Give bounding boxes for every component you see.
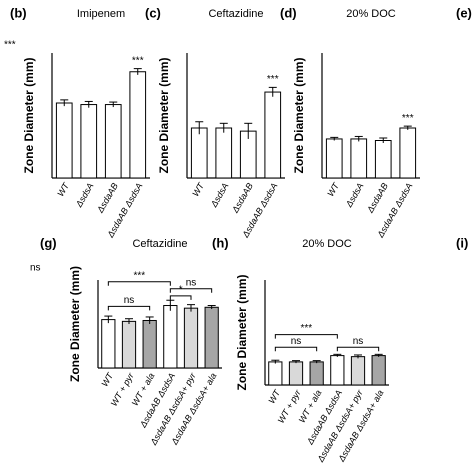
chart-title: 20% DOC: [302, 238, 352, 250]
x-tick-label: WT: [99, 370, 115, 388]
significance: ns: [124, 295, 135, 306]
chart-title: 20% DOC: [346, 8, 396, 20]
bar: [264, 91, 282, 179]
fragment: ***: [4, 40, 16, 51]
y-axis-title: Zone Diameter (mm): [292, 57, 306, 173]
bar: [204, 306, 219, 369]
x-tick-label: WT: [325, 180, 341, 198]
bracket: [274, 334, 338, 339]
bar: [190, 127, 208, 179]
bracket: [169, 288, 213, 293]
y-axis-title: Zone Diameter (mm): [235, 274, 249, 390]
bar: [142, 319, 157, 369]
panel-label: (b): [10, 5, 27, 20]
y-axis-title: Zone Diameter (mm): [157, 57, 171, 173]
bar: [163, 305, 178, 369]
bracket: [274, 346, 318, 352]
panel-label: (g): [40, 235, 57, 250]
x-tick-label: WT: [266, 387, 282, 405]
bar: [399, 127, 417, 179]
bar: [129, 71, 147, 179]
x-tick-label: ΔsdsA: [208, 181, 230, 209]
significance: ***: [267, 74, 279, 85]
bar: [80, 104, 98, 179]
chart-title: Ceftazidine: [132, 238, 187, 250]
bar: [55, 102, 73, 179]
significance: ***: [300, 323, 312, 334]
bar: [330, 355, 345, 386]
bar: [288, 361, 304, 386]
bar: [104, 104, 122, 179]
chart-title: Ceftazidine: [208, 8, 263, 20]
bracket: [107, 281, 171, 286]
bar: [325, 138, 343, 179]
bar: [215, 127, 233, 179]
bracket: [169, 295, 192, 300]
y-axis-title: Zone Diameter (mm): [22, 57, 36, 173]
bar: [121, 320, 137, 369]
panel-label: (d): [280, 5, 297, 20]
significance: ns: [186, 277, 197, 288]
panel-label: (i): [456, 235, 468, 250]
bar: [101, 319, 116, 369]
significance: ns: [353, 336, 364, 347]
bar: [309, 361, 324, 386]
bar: [183, 307, 199, 369]
bar: [350, 138, 368, 179]
bar: [371, 355, 386, 386]
bar: [350, 356, 366, 386]
significance: ns: [291, 336, 302, 347]
significance: ***: [402, 113, 414, 124]
x-tick-label: ΔsdsA: [343, 181, 365, 209]
bracket: [336, 346, 380, 352]
bar: [268, 361, 283, 386]
fragment: ns: [30, 263, 41, 274]
y-axis-title: Zone Diameter (mm): [68, 266, 82, 382]
significance: ***: [133, 270, 145, 281]
panel-label: (h): [212, 235, 229, 250]
x-tick-label: ΔsdaAB: [95, 181, 120, 215]
x-tick-label: WT: [190, 180, 206, 198]
bar: [374, 140, 392, 179]
panel-label: (e): [456, 5, 472, 20]
bracket: [107, 305, 151, 311]
panel-label: (c): [145, 5, 161, 20]
x-tick-label: ΔsdaAB: [230, 181, 255, 215]
x-tick-label: WT: [55, 180, 71, 198]
significance: *: [179, 284, 183, 295]
chart-title: Imipenem: [77, 8, 125, 20]
x-tick-label: ΔsdaAB: [365, 181, 390, 215]
significance: ***: [132, 55, 144, 66]
x-tick-label: ΔsdsA: [73, 181, 95, 209]
